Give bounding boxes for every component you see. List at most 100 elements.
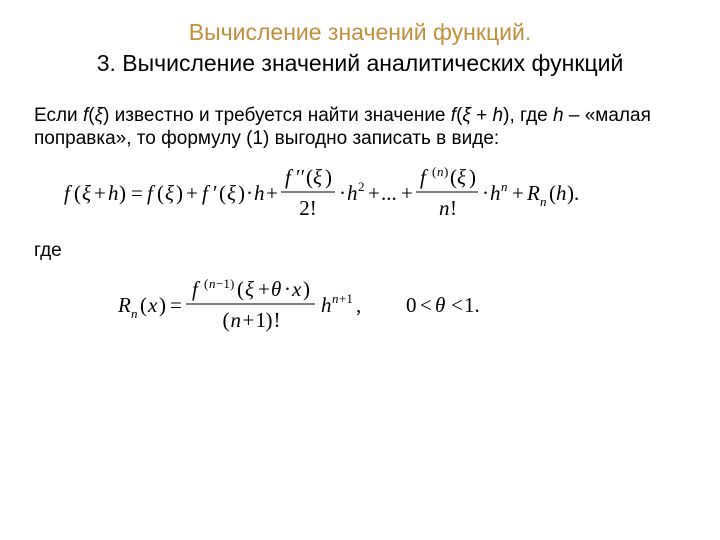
svg-text:·: ·: [246, 181, 253, 205]
svg-text:+: +: [368, 181, 380, 205]
svg-text:ξ: ξ: [313, 165, 322, 189]
svg-text:+: +: [186, 181, 198, 205]
svg-text:n: n: [332, 291, 339, 306]
svg-text:+: +: [94, 181, 106, 205]
svg-text:!: !: [450, 196, 457, 220]
sym-h1: h: [493, 105, 504, 126]
svg-text:(: (: [140, 293, 147, 317]
slide-title: Вычисление значений функций.: [34, 18, 686, 47]
svg-text:): ): [238, 181, 245, 205]
svg-text:(: (: [219, 181, 226, 205]
slide-subtitle: 3. Вычисление значений аналитических фун…: [34, 49, 686, 78]
svg-text:(: (: [204, 277, 208, 291]
svg-text:+1: +1: [339, 291, 353, 306]
svg-text:n: n: [209, 277, 216, 291]
text-c: , где: [509, 105, 553, 126]
svg-text:·: ·: [482, 181, 489, 205]
svg-text:′′: ′′: [296, 165, 305, 189]
equation-1-container: f(ξ+h)=f(ξ)+f′(ξ)·h+f′′(ξ)2!·h2+...+f(n)…: [34, 165, 686, 221]
svg-text:1: 1: [256, 308, 267, 332]
svg-text:h: h: [254, 181, 265, 205]
svg-text:<: <: [420, 293, 432, 317]
svg-text:(: (: [157, 181, 164, 205]
sym-h2: h: [553, 105, 564, 126]
equation-1: f(ξ+h)=f(ξ)+f′(ξ)·h+f′′(ξ)2!·h2+...+f(n)…: [60, 165, 660, 221]
intro-paragraph: Если f(ξ) известно и требуется найти зна…: [34, 104, 686, 152]
svg-text:): ): [469, 165, 476, 189]
svg-text:,: ,: [356, 293, 361, 317]
svg-text:=: =: [131, 181, 143, 205]
svg-text:2!: 2!: [299, 196, 317, 220]
svg-text:): ): [567, 181, 574, 205]
svg-text:−1: −1: [216, 277, 230, 291]
svg-text:′: ′: [213, 181, 218, 205]
svg-text:1.: 1.: [464, 293, 480, 317]
svg-text:(: (: [306, 165, 313, 189]
svg-text:ξ: ξ: [227, 181, 236, 205]
svg-text:f: f: [64, 181, 73, 205]
svg-text:n: n: [439, 196, 450, 220]
svg-text:): ): [325, 165, 332, 189]
sym-xi2: ξ: [462, 105, 471, 126]
svg-text:h: h: [108, 181, 119, 205]
svg-text:): ): [230, 277, 234, 291]
svg-text:·: ·: [339, 181, 346, 205]
svg-text:...: ...: [381, 181, 397, 205]
svg-text:ξ: ξ: [82, 181, 91, 205]
svg-text:ξ: ξ: [245, 277, 254, 301]
svg-text:f: f: [202, 181, 211, 205]
svg-text:): ): [444, 165, 448, 179]
equation-2-container: Rn(x)=f(n−1)(ξ+θ·x)(n+1)!hn+1,0<θ<1.: [34, 277, 686, 333]
svg-text:+: +: [258, 277, 270, 301]
svg-text:(: (: [549, 181, 556, 205]
svg-text:R: R: [526, 181, 540, 205]
svg-text:): ): [176, 181, 183, 205]
svg-text:(: (: [237, 277, 244, 301]
svg-text:.: .: [574, 181, 579, 205]
svg-text:h: h: [556, 181, 567, 205]
svg-text:θ: θ: [271, 277, 281, 301]
svg-text:2: 2: [358, 179, 365, 194]
svg-text:x: x: [291, 277, 302, 301]
svg-text:+: +: [266, 181, 278, 205]
svg-text:x: x: [147, 293, 158, 317]
svg-text:0: 0: [406, 293, 417, 317]
svg-text:(: (: [74, 181, 81, 205]
svg-text:n: n: [131, 306, 138, 321]
text-b: известно и требуется найти значение: [109, 105, 450, 126]
svg-text:): ): [303, 277, 310, 301]
svg-text:f: f: [192, 277, 201, 301]
svg-text:n: n: [231, 308, 242, 332]
svg-text:f: f: [420, 165, 429, 189]
svg-text:n: n: [501, 179, 508, 194]
svg-text:θ: θ: [435, 293, 445, 317]
svg-text:<: <: [451, 293, 463, 317]
svg-text:): ): [266, 308, 273, 332]
where-label: где: [34, 239, 686, 263]
svg-text:(: (: [223, 308, 230, 332]
svg-text:h: h: [490, 181, 501, 205]
svg-text:=: =: [170, 293, 182, 317]
svg-text:h: h: [347, 181, 358, 205]
svg-text:n: n: [437, 165, 444, 179]
svg-text:(: (: [450, 165, 457, 189]
sym-xi1: ξ: [95, 105, 104, 126]
svg-text:h: h: [321, 293, 332, 317]
svg-text:·: ·: [284, 277, 291, 301]
svg-text:n: n: [540, 194, 547, 209]
equation-2: Rn(x)=f(n−1)(ξ+θ·x)(n+1)!hn+1,0<θ<1.: [114, 277, 594, 333]
svg-text:+: +: [243, 308, 255, 332]
slide-root: Вычисление значений функций. 3. Вычислен…: [0, 0, 720, 540]
svg-text:(: (: [432, 165, 436, 179]
svg-text:!: !: [274, 308, 281, 332]
svg-text:f: f: [147, 181, 156, 205]
svg-text:R: R: [117, 293, 131, 317]
svg-text:f: f: [285, 165, 294, 189]
svg-text:+: +: [401, 181, 413, 205]
text-a: Если: [34, 105, 83, 126]
svg-text:ξ: ξ: [165, 181, 174, 205]
svg-text:ξ: ξ: [457, 165, 466, 189]
sym-plus: +: [471, 105, 493, 126]
svg-text:+: +: [512, 181, 524, 205]
svg-text:): ): [119, 181, 126, 205]
